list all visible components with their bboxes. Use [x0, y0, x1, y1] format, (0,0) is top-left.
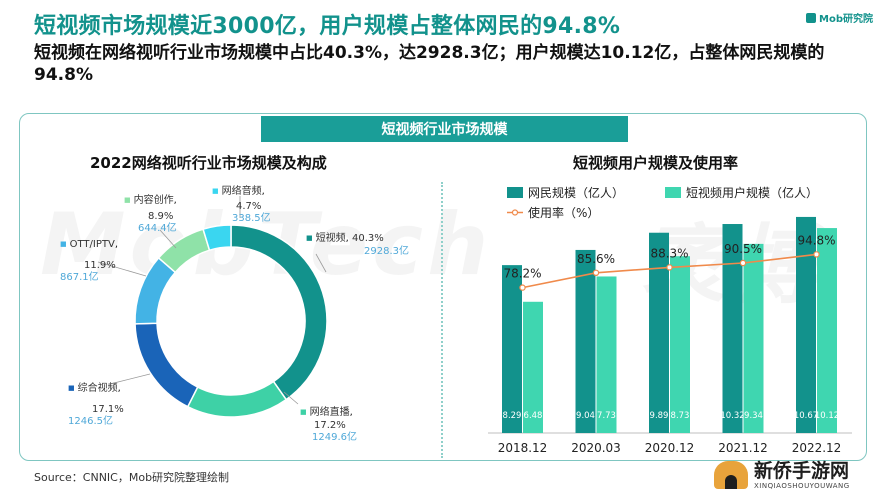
donut-label-ott: ■ OTT/IPTV, 11.9% 867.1亿 [60, 239, 119, 283]
legend-item-netizens: 网民规模（亿人） [507, 184, 624, 201]
slice-value: 1246.5亿 [68, 416, 113, 427]
x-tick-label: 2021.12 [718, 441, 768, 455]
bar-value-label: 7.73 [597, 411, 616, 421]
usage-rate-label: 78.2% [503, 267, 541, 281]
legend-item-usage-rate: 使用率（%） [507, 204, 599, 221]
bar-value-label: 6.48 [524, 411, 543, 421]
site-logo-name: 新侨手游网 [754, 460, 850, 482]
bar-0-4 [796, 216, 816, 433]
bar-value-label: 9.34 [744, 411, 763, 421]
legend-item-short-video-users: 短视频用户规模（亿人） [665, 184, 818, 201]
usage-rate-point [666, 264, 673, 271]
slice-percent: 8.9% [148, 210, 174, 222]
bar-value-label: 8.73 [671, 411, 690, 421]
bullet-icon: ■ [68, 384, 75, 392]
bullet-icon: ■ [212, 187, 219, 195]
usage-rate-label: 90.5% [724, 242, 762, 256]
bar-value-label: 10.67 [794, 411, 818, 421]
slice-name: 综合视频 [77, 383, 118, 394]
donut-leader-line-3 [97, 261, 147, 277]
donut-label-creation: ■ 内容创作, 8.9% 644.4亿 [124, 195, 177, 234]
slice-name: 短视频 [315, 233, 346, 244]
page-subhead: 短视频在网络视听行业市场规模中占比40.3%，达2928.3亿；用户规模达10.… [34, 43, 825, 85]
site-logo: 新侨手游网 XINQIAOSHOUYOUWANG [714, 460, 850, 490]
bar-0-1 [575, 249, 596, 433]
site-logo-subtitle: XINQIAOSHOUYOUWANG [754, 482, 850, 490]
source-note: Source：CNNIC，Mob研究院整理绘制 [34, 471, 230, 484]
x-tick-label: 2022.12 [792, 441, 842, 455]
legend-swatch [665, 187, 681, 198]
slice-percent: 17.1% [92, 403, 124, 415]
donut-leader-line-4 [159, 229, 177, 249]
bar-value-label: 9.04 [576, 411, 595, 421]
usage-rate-point [592, 269, 600, 276]
bar-1-0 [523, 301, 543, 433]
bar-value-label: 9.89 [650, 411, 669, 421]
panel-divider [441, 182, 443, 458]
usage-rate-label: 85.6% [577, 252, 615, 266]
usage-rate-point [519, 284, 526, 291]
usage-rate-point [739, 259, 747, 267]
site-logo-icon [714, 461, 748, 489]
donut-label-general: ■ 综合视频, 17.1% 1246.5亿 [68, 383, 124, 427]
bar-value-label: 10.32 [720, 411, 744, 421]
slice-value: 867.1亿 [60, 272, 99, 283]
bar-value-label: 10.12 [815, 411, 839, 421]
donut-leader-line-1 [283, 391, 299, 405]
bullet-icon: ■ [60, 240, 67, 248]
bullet-icon: ■ [306, 234, 313, 242]
slice-percent: 11.9% [84, 259, 116, 271]
legend-label: 短视频用户规模（亿人） [686, 186, 819, 200]
legend-swatch [507, 187, 523, 198]
x-tick-label: 2020.12 [645, 441, 695, 455]
donut-label-short-video: ■ 短视频, 40.3% 2928.3亿 [306, 233, 409, 257]
bullet-icon: ■ [124, 196, 131, 204]
legend-line-icon [507, 209, 523, 216]
chart-panel [19, 113, 867, 461]
bar-0-2 [649, 232, 669, 433]
slice-percent: 4.7% [236, 200, 262, 212]
slice-name: OTT/IPTV [69, 239, 115, 250]
donut-slice-1 [186, 380, 288, 418]
bar-chart-title: 短视频用户规模及使用率 [573, 154, 739, 172]
bar-1-2 [670, 256, 690, 433]
brand-icon [806, 12, 817, 23]
legend-label: 使用率（%） [528, 206, 600, 220]
slice-name: 网络直播 [309, 407, 350, 418]
slice-value: 2928.3亿 [364, 245, 409, 257]
x-tick-label: 2018.12 [498, 441, 548, 455]
legend-label: 网民规模（亿人） [528, 186, 625, 200]
x-tick-label: 2020.03 [571, 441, 621, 455]
usage-rate-label: 88.3% [650, 246, 688, 260]
slice-value: 1249.6亿 [312, 432, 357, 443]
usage-rate-point [813, 251, 820, 258]
slice-value: 338.5亿 [232, 213, 271, 224]
bar-value-label: 8.29 [503, 411, 522, 421]
donut-label-audio: ■ 网络音频, 4.7% 338.5亿 [212, 186, 271, 224]
donut-slice-5 [202, 224, 232, 252]
slice-percent: 17.2% [314, 419, 346, 431]
donut-leader-line-0 [315, 253, 327, 273]
donut-leader-line-2 [109, 373, 151, 385]
bar-0-3 [722, 224, 743, 433]
slice-value: 644.4亿 [138, 223, 177, 234]
donut-slice-2 [134, 322, 199, 408]
usage-rate-label: 94.8% [797, 233, 835, 247]
bar-1-3 [743, 243, 764, 433]
bullet-icon: ■ [300, 408, 307, 416]
donut-label-live: ■ 网络直播, 17.2% 1249.6亿 [300, 407, 357, 443]
slice-percent: 40.3% [351, 233, 384, 244]
panel-tab: 短视频行业市场规模 [261, 116, 628, 142]
donut-chart-title: 2022网络视听行业市场规模及构成 [90, 154, 327, 172]
bar-1-4 [817, 228, 837, 433]
slice-name: 内容创作 [133, 195, 174, 206]
bar-1-1 [596, 276, 617, 433]
slice-name: 网络音频 [221, 186, 262, 197]
bar-0-0 [502, 265, 522, 433]
brand-logo: Mob研究院 [806, 10, 873, 25]
brand-name: Mob研究院 [819, 14, 873, 25]
page-headline: 短视频市场规模近3000亿，用户规模占整体网民的94.8% [34, 14, 621, 39]
